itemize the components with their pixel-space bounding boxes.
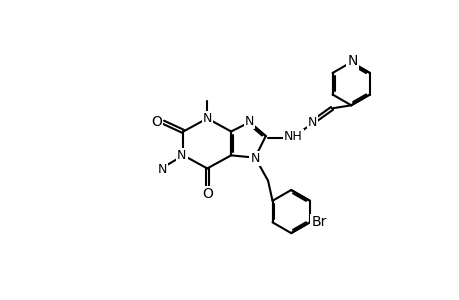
Text: N: N — [244, 115, 254, 128]
Text: N: N — [178, 149, 187, 162]
Text: Br: Br — [311, 215, 326, 229]
Text: N: N — [202, 112, 212, 125]
Text: N: N — [157, 163, 167, 176]
Text: N: N — [308, 116, 317, 129]
Text: N: N — [177, 149, 186, 162]
Text: N: N — [347, 54, 357, 68]
Text: N: N — [250, 152, 259, 165]
Text: NH: NH — [284, 130, 302, 142]
Text: O: O — [151, 115, 162, 129]
Text: O: O — [202, 187, 212, 201]
